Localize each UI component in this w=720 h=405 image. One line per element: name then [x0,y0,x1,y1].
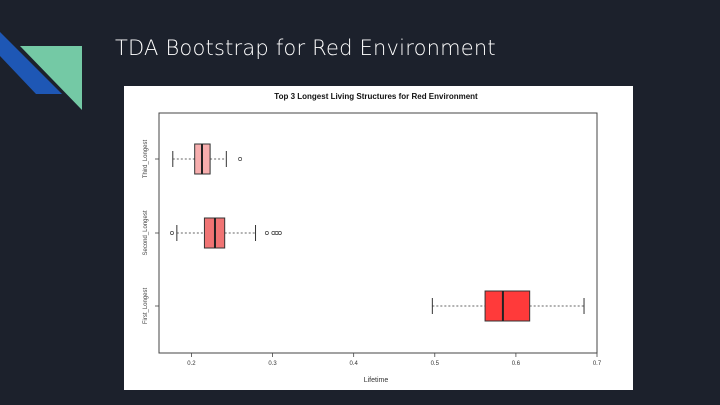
boxplot-first-longest [431,290,585,322]
outlier-point [170,231,174,235]
x-tick-label: 0.4 [349,361,358,367]
outlier-point [238,157,243,161]
y-tick-label: First_Longest [143,287,149,324]
outlier-point [277,231,282,235]
x-axis-label: Lifetime [364,377,389,384]
chart-panel: Top 3 Longest Living Structures for Red … [124,86,633,390]
boxplot-third-longest [172,143,243,175]
x-tick-label: 0.3 [268,361,277,367]
corner-decoration [0,32,82,110]
box-iqr [484,290,531,322]
x-tick-label: 0.7 [593,361,602,367]
teal-accent-shape [20,46,82,110]
blue-accent-shape [0,32,62,94]
boxplot-chart: Top 3 Longest Living Structures for Red … [143,92,602,384]
chart-title: Top 3 Longest Living Structures for Red … [274,92,478,101]
slide-title: TDA Bootstrap for Red Environment [115,36,496,60]
y-tick-label: Second_Longest [143,210,149,255]
outlier-point [271,231,276,235]
y-tick-label: Third_Longest [143,139,149,178]
outlier-point [264,231,269,235]
x-tick-label: 0.2 [187,361,196,367]
outlier-point [274,231,279,235]
x-tick-label: 0.6 [512,361,521,367]
boxplot-second-longest [170,217,282,249]
x-tick-label: 0.5 [431,361,440,367]
